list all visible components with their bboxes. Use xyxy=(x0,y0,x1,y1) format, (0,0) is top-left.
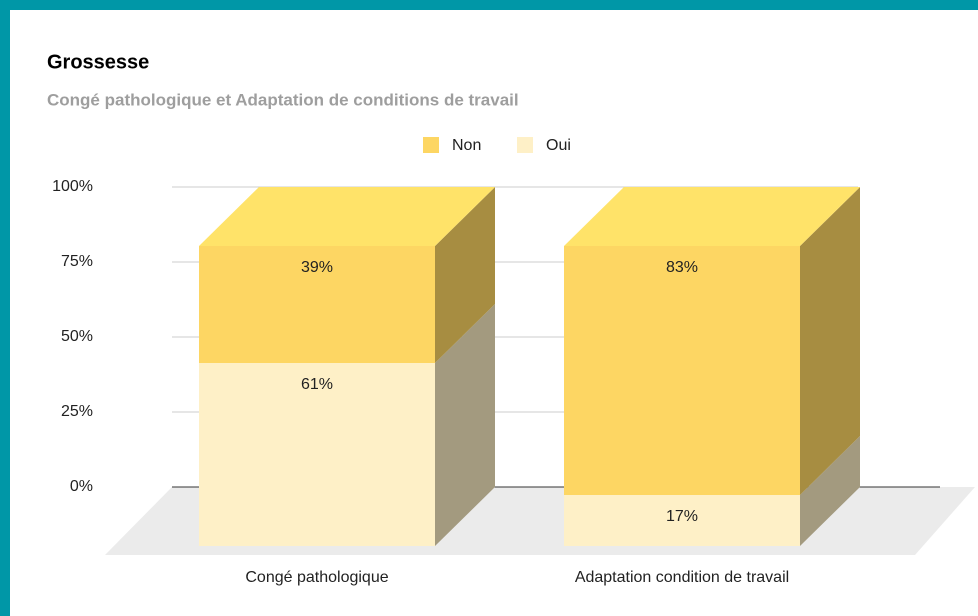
data-label: 61% xyxy=(301,376,333,393)
y-tick-label: 50% xyxy=(61,328,93,345)
y-tick-label: 0% xyxy=(70,478,93,495)
legend-label: Non xyxy=(452,137,481,154)
x-tick-label: Adaptation condition de travail xyxy=(575,569,789,586)
chart-subtitle: Congé pathologique et Adaptation de cond… xyxy=(47,90,519,109)
data-label: 39% xyxy=(301,259,333,276)
data-label: 17% xyxy=(666,508,698,525)
bar-side xyxy=(800,187,860,495)
y-tick-label: 25% xyxy=(61,403,93,420)
legend-swatch xyxy=(517,137,533,153)
x-tick-label: Congé pathologique xyxy=(245,569,388,586)
data-label: 83% xyxy=(666,259,698,276)
bar-side xyxy=(435,304,495,546)
bar xyxy=(199,246,435,363)
bar-top xyxy=(199,187,495,246)
y-tick-label: 75% xyxy=(61,253,93,270)
bar xyxy=(564,495,800,546)
chart-title: Grossesse xyxy=(47,51,149,73)
bar xyxy=(199,363,435,546)
legend-label: Oui xyxy=(546,137,571,154)
bar-side xyxy=(800,436,860,546)
bar xyxy=(564,246,800,495)
legend-swatch xyxy=(423,137,439,153)
y-tick-label: 100% xyxy=(52,178,93,195)
bar-side xyxy=(435,187,495,363)
bar-top xyxy=(564,187,860,246)
